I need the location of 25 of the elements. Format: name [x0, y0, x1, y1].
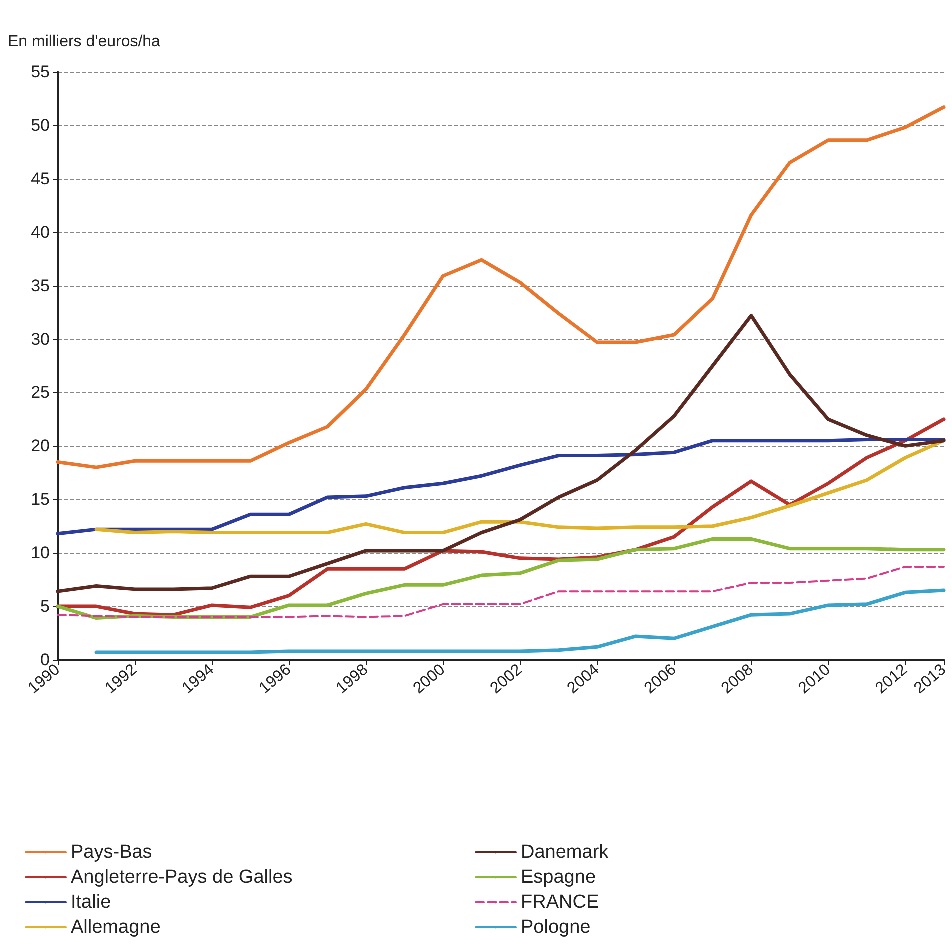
y-tick-label: 50	[31, 116, 50, 135]
y-tick-label: 40	[31, 222, 50, 242]
legend-label: Allemagne	[71, 917, 161, 938]
y-tick-label: 55	[31, 62, 50, 82]
legend-label: Pays-Bas	[71, 842, 152, 863]
line-series	[94, 588, 946, 654]
legend-label: Espagne	[521, 867, 596, 888]
y-tick-label: 30	[31, 330, 50, 349]
legend-label: FRANCE	[521, 892, 600, 913]
y-tick-label: 45	[31, 169, 50, 188]
legend-label: Italie	[71, 892, 112, 913]
y-tick-label: 5	[40, 597, 50, 616]
y-tick-label: 35	[31, 276, 50, 296]
legend-label: Angleterre-Pays de Galles	[71, 867, 293, 888]
y-tick-label: 15	[31, 490, 50, 510]
y-tick-label: 10	[31, 544, 50, 563]
legend-label: Pologne	[521, 917, 591, 938]
line-series	[57, 566, 945, 618]
y-axis-title: En milliers d'euros/ha	[8, 34, 161, 50]
line-series	[56, 106, 946, 470]
y-tick-label: 20	[31, 436, 50, 456]
legend-label: Danemark	[521, 842, 610, 863]
y-tick-label: 0	[40, 650, 50, 670]
y-tick-label: 25	[31, 383, 50, 402]
line-series	[56, 314, 946, 594]
